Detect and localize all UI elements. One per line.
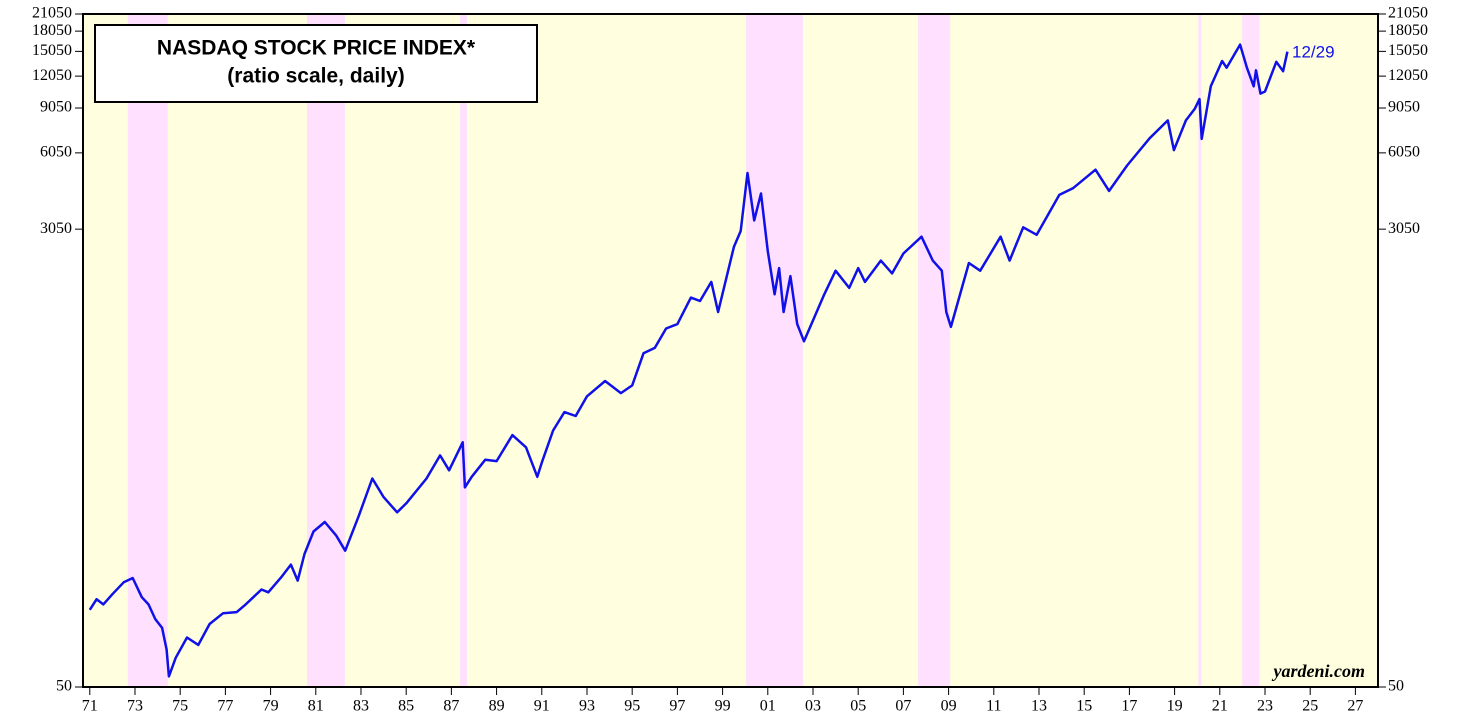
x-tick-label: 17 bbox=[1121, 698, 1137, 715]
price-line bbox=[88, 43, 1289, 678]
x-tick-label: 93 bbox=[579, 698, 595, 715]
title-box bbox=[94, 24, 538, 103]
plot-area: 50 50 3050 3050 6050 6050 9050 9050 12050 12050 15… bbox=[32, 5, 1428, 715]
x-tick-label: 75 bbox=[172, 698, 188, 715]
y-tick-label: 9050 bbox=[40, 99, 72, 116]
x-tick-label: 09 bbox=[941, 698, 957, 715]
x-tick-label: 79 bbox=[263, 698, 279, 715]
date-label: 12/29 bbox=[1292, 42, 1335, 61]
recession-band bbox=[746, 14, 804, 687]
x-tick-label: 89 bbox=[489, 698, 505, 715]
x-tick-label: 71 bbox=[82, 698, 98, 715]
y-tick-label: 21050 bbox=[1388, 5, 1428, 22]
plot-frame bbox=[82, 13, 1379, 688]
y-tick-label: 18050 bbox=[32, 22, 72, 39]
y-tick-label: 3050 bbox=[40, 220, 72, 237]
x-tick-label: 25 bbox=[1302, 698, 1318, 715]
x-tick-label: 19 bbox=[1167, 698, 1183, 715]
x-tick-label: 97 bbox=[669, 698, 685, 715]
y-tick-label: 12050 bbox=[1388, 67, 1428, 84]
y-tick-label: 50 bbox=[56, 678, 72, 695]
chart-subtitle: (ratio scale, daily) bbox=[227, 65, 404, 88]
x-tick-label: 81 bbox=[308, 698, 324, 715]
x-tick-label: 73 bbox=[127, 698, 143, 715]
y-tick-label: 15050 bbox=[1388, 42, 1428, 59]
recession-band bbox=[306, 14, 345, 687]
x-tick-label: 21 bbox=[1212, 698, 1228, 715]
x-tick-label: 87 bbox=[443, 698, 459, 715]
x-tick-label: 03 bbox=[805, 698, 821, 715]
recession-band bbox=[1242, 14, 1260, 687]
x-tick-label: 85 bbox=[398, 698, 414, 715]
x-tick-label: 13 bbox=[1031, 698, 1047, 715]
plot-background bbox=[83, 14, 1378, 687]
x-tick-label: 23 bbox=[1257, 698, 1273, 715]
recession-band bbox=[459, 14, 467, 687]
y-tick-label: 18050 bbox=[1388, 22, 1428, 39]
x-tick-label: 01 bbox=[760, 698, 776, 715]
x-tick-label: 99 bbox=[715, 698, 731, 715]
x-tick-label: 11 bbox=[986, 698, 1001, 715]
y-tick-label: 50 bbox=[1388, 678, 1404, 695]
x-tick-label: 83 bbox=[353, 698, 369, 715]
x-tick-label: 95 bbox=[624, 698, 640, 715]
x-tick-label: 07 bbox=[895, 698, 911, 715]
x-tick-label: 91 bbox=[534, 698, 550, 715]
y-tick-label: 12050 bbox=[32, 67, 72, 84]
x-tick-label: 27 bbox=[1347, 698, 1363, 715]
y-tick-label: 6050 bbox=[40, 144, 72, 161]
x-tick-label: 15 bbox=[1076, 698, 1092, 715]
y-tick-label: 15050 bbox=[32, 42, 72, 59]
y-tick-label: 21050 bbox=[32, 5, 72, 22]
recession-band bbox=[1198, 14, 1202, 687]
chart-title: NASDAQ STOCK PRICE INDEX* bbox=[157, 37, 476, 60]
source-label: yardeni.com bbox=[1272, 661, 1366, 681]
y-tick-label: 6050 bbox=[1388, 144, 1420, 161]
recession-band bbox=[918, 14, 951, 687]
y-tick-label: 3050 bbox=[1388, 220, 1420, 237]
recession-band bbox=[127, 14, 168, 687]
x-tick-label: 77 bbox=[217, 698, 233, 715]
x-tick-label: 05 bbox=[850, 698, 866, 715]
y-tick-label: 9050 bbox=[1388, 99, 1420, 116]
